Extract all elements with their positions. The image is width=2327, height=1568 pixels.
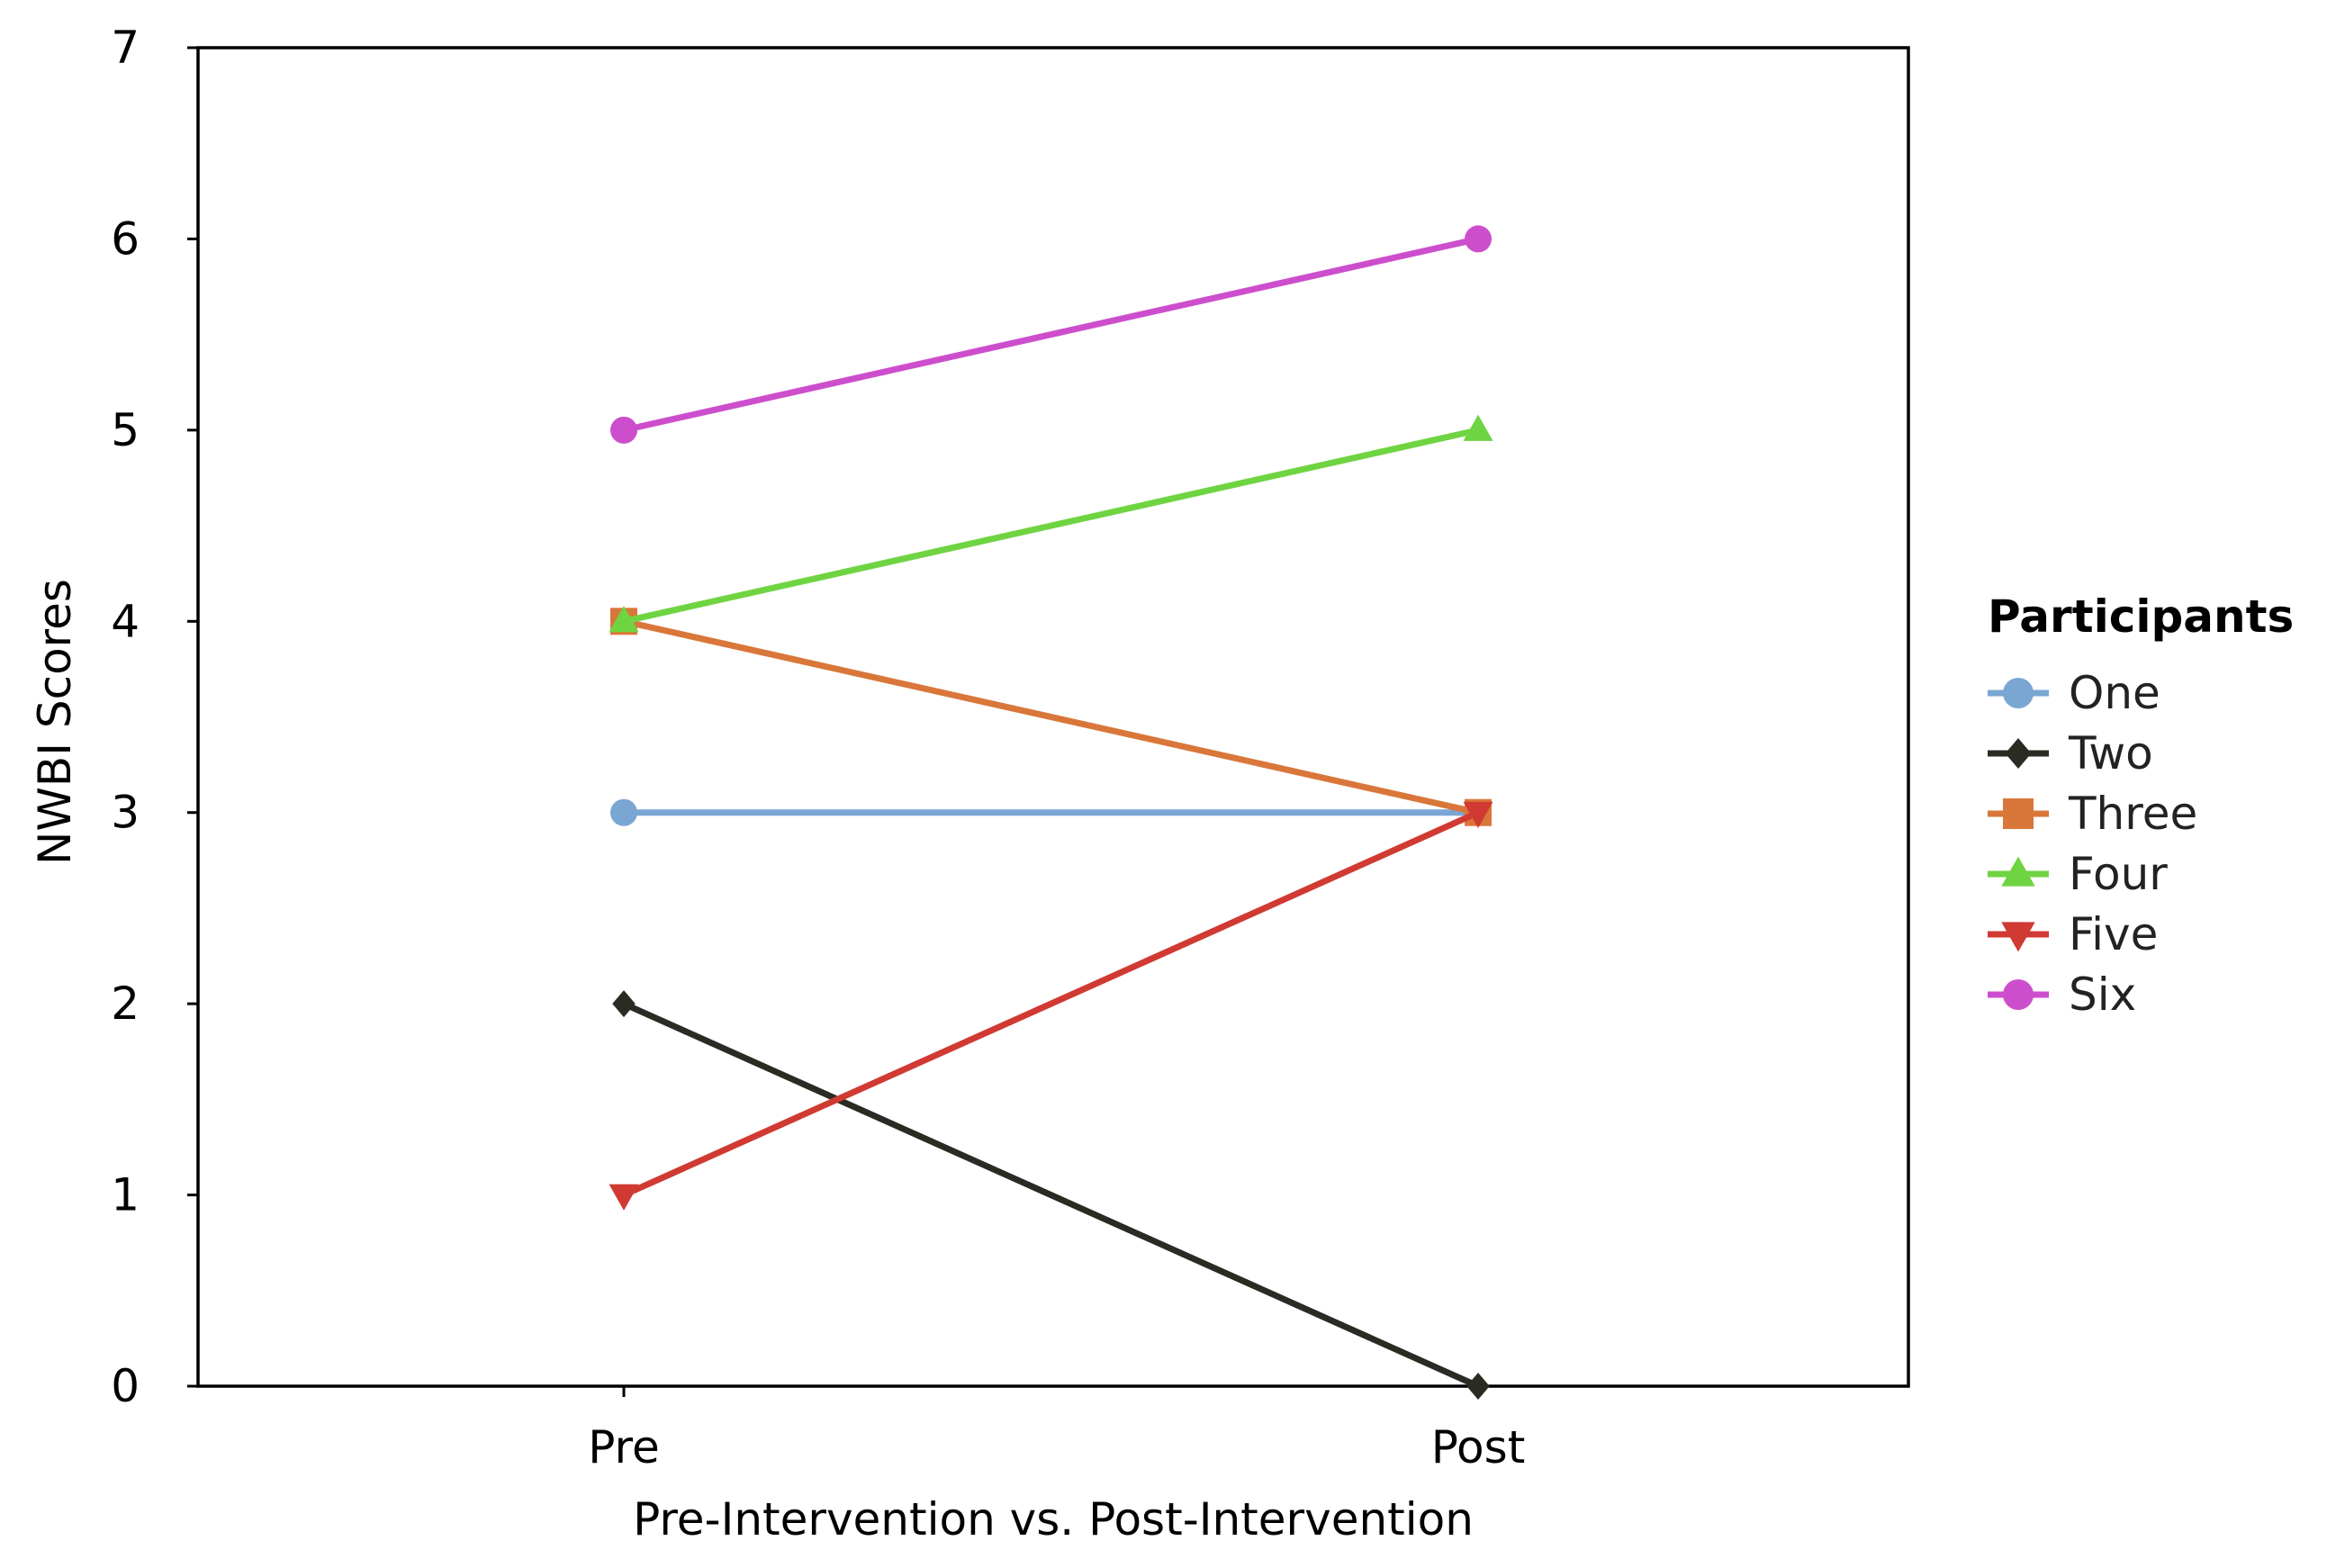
y-tick-label: 7	[111, 22, 140, 74]
y-tick-label: 1	[111, 1169, 140, 1221]
data-point	[610, 416, 637, 444]
series-line	[620, 427, 1482, 625]
legend-item-three: Three	[1988, 788, 2197, 840]
legend-label: Five	[2069, 908, 2158, 960]
series-five	[609, 801, 1493, 1211]
data-point	[1465, 225, 1492, 253]
legend-marker	[2003, 678, 2034, 708]
legend-marker	[2005, 738, 2032, 769]
legend-label: Three	[2068, 788, 2197, 840]
series-one	[610, 798, 1492, 826]
x-tick-label: Pre	[588, 1421, 660, 1473]
x-axis-title: Pre-Intervention vs. Post-Intervention	[633, 1493, 1474, 1545]
y-tick-label: 3	[111, 787, 140, 839]
legend: Participants One Two Three Four Five Six	[1988, 590, 2294, 1021]
legend-item-one: One	[1988, 667, 2160, 719]
data-point	[612, 990, 636, 1018]
data-point	[1463, 414, 1493, 441]
y-tick-label: 5	[111, 404, 140, 456]
legend-label: Two	[2068, 727, 2153, 779]
legend-label: Four	[2069, 848, 2168, 900]
data-point	[1463, 801, 1493, 828]
legend-label: Six	[2069, 969, 2136, 1021]
legend-label: One	[2069, 667, 2160, 719]
y-axis-title: NWBI Scores	[29, 579, 81, 865]
data-point	[609, 1184, 639, 1211]
data-point	[610, 798, 637, 826]
series-line	[620, 617, 1482, 816]
plot-frame	[196, 46, 1910, 1388]
legend-marker	[2003, 979, 2034, 1010]
series-six	[610, 225, 1492, 444]
legend-item-four: Four	[1988, 848, 2168, 900]
legend-title: Participants	[1988, 590, 2294, 643]
series-three	[610, 608, 1492, 826]
y-tick-label: 2	[111, 978, 140, 1030]
legend-marker	[2001, 856, 2035, 887]
y-tick-label: 0	[111, 1360, 140, 1412]
legend-item-six: Six	[1988, 969, 2136, 1021]
legend-marker	[2001, 922, 2035, 952]
x-tick-label: Post	[1431, 1421, 1526, 1473]
legend-item-five: Five	[1988, 908, 2158, 960]
legend-item-two: Two	[1988, 727, 2153, 779]
series-line	[620, 809, 1482, 1199]
y-tick-label: 6	[111, 212, 140, 265]
axes: Pre-Intervention vs. Post-Intervention N…	[29, 579, 1474, 1545]
series-two	[612, 990, 1490, 1400]
series-four	[609, 414, 1493, 633]
data-point	[609, 606, 639, 633]
legend-marker	[2003, 798, 2034, 829]
data-point	[1466, 1373, 1490, 1400]
series-line	[620, 235, 1482, 434]
plot-area: 0 1 2 3 4 5 6 7 Pre Post	[111, 22, 1910, 1473]
series-line	[620, 1000, 1482, 1390]
y-tick-label: 4	[111, 595, 140, 647]
